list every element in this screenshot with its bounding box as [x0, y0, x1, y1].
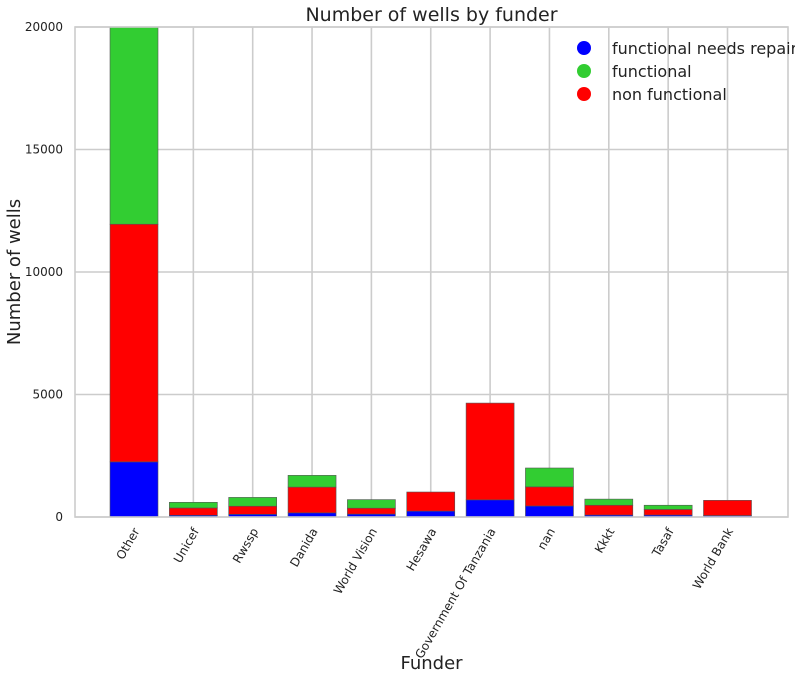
- x-tick-label: Tasaf: [649, 525, 677, 560]
- legend-label: non functional: [612, 85, 727, 104]
- bar-segment: [584, 498, 634, 506]
- y-tick-label: 0: [55, 510, 63, 524]
- bar-segment: [287, 486, 337, 514]
- x-tick-label: Hesawa: [404, 526, 440, 574]
- bar-segment: [465, 499, 515, 518]
- bar-segment: [643, 504, 693, 510]
- x-tick-label: World Bank: [690, 525, 736, 591]
- bar-segment: [703, 500, 752, 516]
- bar-segment: [525, 505, 574, 518]
- x-tick-label: nan: [535, 526, 558, 553]
- bar-segment: [406, 510, 456, 518]
- bar-segment: [228, 505, 277, 515]
- legend-marker: [577, 64, 591, 78]
- chart-title: Number of wells by funder: [305, 4, 557, 26]
- legend-marker: [577, 41, 591, 55]
- y-tick-label: 5000: [32, 388, 63, 402]
- legend: functional needs repair functional non fun…: [577, 39, 795, 104]
- bar-segment: [109, 26, 159, 225]
- bar-segment: [584, 504, 634, 516]
- x-tick-label: Other: [113, 525, 142, 562]
- plot-frame: [74, 26, 789, 518]
- bar-segment: [169, 501, 218, 509]
- y-tick-label: 15000: [25, 143, 63, 157]
- bar-segment: [465, 402, 515, 501]
- y-axis-label: Number of wells: [4, 199, 25, 345]
- y-tick-label: 20000: [25, 20, 63, 34]
- bar-segment: [643, 509, 693, 516]
- x-axis-label: Funder: [400, 653, 463, 674]
- bar-segment: [406, 491, 456, 512]
- bars-layer: [109, 26, 752, 518]
- bar-segment: [109, 461, 159, 518]
- bar-segment: [109, 223, 159, 463]
- bar-segment: [228, 497, 277, 507]
- legend-label: functional: [612, 62, 692, 81]
- x-tick-label: World Vision: [331, 526, 380, 597]
- bar-segment: [169, 507, 218, 516]
- x-tick-label: Rwssp: [230, 526, 261, 566]
- x-tick-label: Unicef: [171, 525, 202, 566]
- bar-segment: [525, 486, 574, 507]
- bar-segment: [525, 467, 574, 488]
- bar-segment: [287, 475, 337, 488]
- y-tick-label: 10000: [25, 265, 63, 279]
- y-tick-labels: 0 5000 10000 15000 20000: [25, 20, 63, 524]
- bar-segment: [347, 499, 396, 509]
- x-tick-label: Kkkt: [592, 525, 618, 555]
- x-tick-labels: Other Unicef Rwssp Danida World Vision Hesawa…: [113, 525, 736, 661]
- x-tick-label: Danida: [287, 526, 320, 570]
- bar-segment: [347, 507, 396, 515]
- legend-marker: [577, 87, 591, 101]
- legend-label: functional needs repair: [612, 39, 795, 58]
